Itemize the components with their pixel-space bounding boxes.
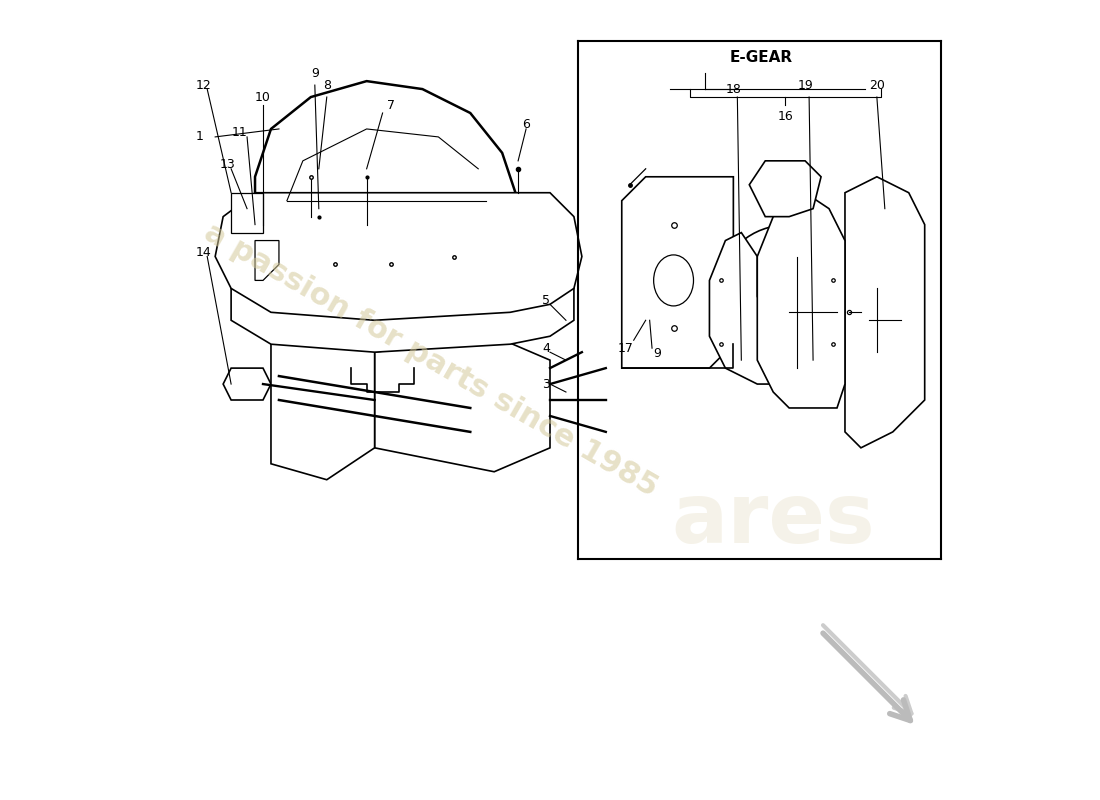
Polygon shape [255, 81, 518, 288]
Text: 10: 10 [255, 90, 271, 103]
Text: 7: 7 [386, 98, 395, 111]
Text: 8: 8 [322, 78, 331, 91]
Text: 9: 9 [653, 347, 661, 360]
Text: 17: 17 [618, 342, 634, 354]
Polygon shape [231, 193, 263, 233]
Polygon shape [621, 177, 734, 368]
Text: ares: ares [671, 479, 876, 560]
Text: 4: 4 [542, 342, 550, 354]
Text: 6: 6 [522, 118, 530, 131]
Text: 12: 12 [196, 78, 211, 91]
Polygon shape [271, 304, 375, 480]
Polygon shape [757, 193, 845, 408]
Polygon shape [255, 257, 518, 368]
Text: 13: 13 [219, 158, 235, 171]
Text: 14: 14 [196, 246, 211, 259]
Text: 1: 1 [196, 130, 204, 143]
Text: 16: 16 [778, 110, 793, 123]
Polygon shape [223, 368, 271, 400]
Text: 9: 9 [311, 66, 319, 80]
Polygon shape [231, 225, 574, 352]
Text: 18: 18 [725, 82, 741, 95]
Text: 5: 5 [542, 294, 550, 307]
Polygon shape [749, 161, 821, 217]
Text: E-GEAR: E-GEAR [729, 50, 793, 65]
Text: 20: 20 [869, 78, 884, 91]
Polygon shape [216, 193, 582, 320]
Text: 3: 3 [542, 378, 550, 390]
Polygon shape [255, 241, 279, 281]
Text: 19: 19 [798, 78, 813, 91]
Polygon shape [375, 336, 550, 472]
Text: a passion for parts since 1985: a passion for parts since 1985 [198, 218, 662, 502]
Polygon shape [710, 233, 789, 384]
Polygon shape [845, 177, 925, 448]
Text: 11: 11 [231, 126, 248, 139]
